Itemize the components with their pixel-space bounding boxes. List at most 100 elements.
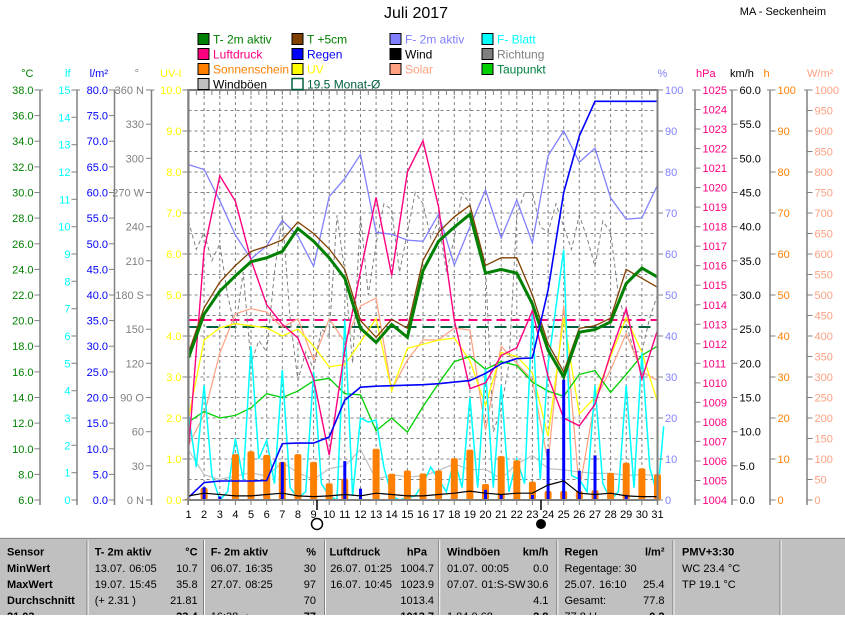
svg-text:1008: 1008 <box>703 417 727 429</box>
svg-text:23.4: 23.4 <box>176 611 198 615</box>
svg-text:1016: 1016 <box>703 261 727 273</box>
svg-text:16:10: 16:10 <box>599 579 627 591</box>
svg-text:18: 18 <box>448 509 460 521</box>
svg-text:750: 750 <box>815 188 833 200</box>
svg-text:km/h: km/h <box>523 547 549 559</box>
svg-text:0: 0 <box>778 495 784 507</box>
svg-text:1017: 1017 <box>703 241 727 253</box>
svg-text:UV: UV <box>307 63 324 77</box>
svg-text:3: 3 <box>217 509 223 521</box>
svg-text:80: 80 <box>665 167 677 179</box>
svg-text:19: 19 <box>464 509 476 521</box>
svg-text:10.0: 10.0 <box>12 444 33 456</box>
svg-text:14.0: 14.0 <box>12 393 33 405</box>
svg-text:06.07.: 06.07. <box>211 563 242 575</box>
svg-text:1: 1 <box>64 468 70 480</box>
svg-text:TP 19.1 °C: TP 19.1 °C <box>682 579 736 591</box>
svg-text:30.0: 30.0 <box>87 341 108 353</box>
svg-text:Luftdruck: Luftdruck <box>330 547 382 559</box>
svg-text:7: 7 <box>279 509 285 521</box>
svg-text:60: 60 <box>778 249 790 261</box>
svg-text:31: 31 <box>651 509 663 521</box>
svg-text:77.8 U.: 77.8 U. <box>565 611 600 615</box>
svg-text:1025: 1025 <box>703 85 727 97</box>
svg-text:1019: 1019 <box>703 202 727 214</box>
svg-text:1014: 1014 <box>703 300 727 312</box>
svg-text:32.0: 32.0 <box>12 162 33 174</box>
svg-text:30: 30 <box>665 372 677 384</box>
svg-text:Windböen: Windböen <box>213 78 267 92</box>
svg-text:50: 50 <box>815 475 827 487</box>
svg-text:1000: 1000 <box>815 85 839 97</box>
svg-text:1013: 1013 <box>703 319 727 331</box>
svg-text:Taupunkt: Taupunkt <box>497 63 546 77</box>
svg-text:7: 7 <box>64 304 70 316</box>
svg-text:20.0: 20.0 <box>740 358 761 370</box>
svg-text:70: 70 <box>304 595 316 607</box>
svg-text:0.0: 0.0 <box>93 495 108 507</box>
svg-text:25.0: 25.0 <box>740 324 761 336</box>
svg-text:0.0: 0.0 <box>740 495 755 507</box>
svg-text:1.0: 1.0 <box>166 454 181 466</box>
svg-text:W/m²: W/m² <box>807 68 834 80</box>
svg-text:15: 15 <box>401 509 413 521</box>
svg-text:550: 550 <box>815 270 833 282</box>
svg-text:60: 60 <box>132 427 144 439</box>
svg-text:300: 300 <box>815 372 833 384</box>
svg-text:77: 77 <box>304 611 316 615</box>
svg-text:11: 11 <box>339 509 350 521</box>
svg-text:4.0: 4.0 <box>166 331 181 343</box>
svg-text:5.0: 5.0 <box>166 290 181 302</box>
svg-text:14: 14 <box>58 112 70 124</box>
svg-text:14: 14 <box>386 509 398 521</box>
svg-text:1023: 1023 <box>703 124 727 136</box>
svg-text:01:25: 01:25 <box>365 563 393 575</box>
svg-text:400: 400 <box>815 331 833 343</box>
svg-text:WC 23.4 °C: WC 23.4 °C <box>682 563 740 575</box>
svg-text:20: 20 <box>479 509 491 521</box>
svg-text:40.0: 40.0 <box>87 290 108 302</box>
svg-text:T- 2m aktiv: T- 2m aktiv <box>95 547 153 559</box>
svg-text:250: 250 <box>815 393 833 405</box>
svg-text:45.0: 45.0 <box>740 188 761 200</box>
svg-text:5: 5 <box>64 358 70 370</box>
svg-text:8.0: 8.0 <box>18 469 33 481</box>
svg-text:UV-I: UV-I <box>160 68 181 80</box>
svg-text:10: 10 <box>778 454 790 466</box>
svg-text:1004: 1004 <box>703 495 727 507</box>
svg-text:15.0: 15.0 <box>87 418 108 430</box>
svg-text:21.81: 21.81 <box>170 595 198 607</box>
svg-text:1021: 1021 <box>703 163 727 175</box>
svg-text:18.0: 18.0 <box>12 341 33 353</box>
svg-text:13.07.: 13.07. <box>95 563 126 575</box>
svg-text:5.0: 5.0 <box>740 461 755 473</box>
svg-text:21: 21 <box>495 509 507 521</box>
svg-text:50.0: 50.0 <box>87 239 108 251</box>
svg-text:1009: 1009 <box>703 397 727 409</box>
svg-text:13: 13 <box>370 509 382 521</box>
svg-text:Regen: Regen <box>307 48 342 62</box>
svg-text:10:45: 10:45 <box>365 579 393 591</box>
svg-text:50: 50 <box>778 290 790 302</box>
svg-text:00:05: 00:05 <box>482 563 510 575</box>
svg-text:150: 150 <box>815 434 833 446</box>
svg-text:6: 6 <box>64 331 70 343</box>
svg-text:km/h: km/h <box>730 68 754 80</box>
svg-text:90 O: 90 O <box>120 393 144 405</box>
svg-text:27: 27 <box>589 509 601 521</box>
svg-text:Luftdruck: Luftdruck <box>213 48 263 62</box>
svg-text:11: 11 <box>59 194 70 206</box>
svg-text:Juli 2017: Juli 2017 <box>384 5 448 22</box>
svg-text:24.0: 24.0 <box>12 264 33 276</box>
svg-text:8: 8 <box>295 509 301 521</box>
svg-text:24: 24 <box>542 509 554 521</box>
svg-text:20.0: 20.0 <box>87 393 108 405</box>
svg-text:l/m²: l/m² <box>90 68 109 80</box>
svg-text:F- 2m aktiv: F- 2m aktiv <box>405 33 464 47</box>
svg-text:3.0: 3.0 <box>166 372 181 384</box>
svg-text:2.0: 2.0 <box>166 413 181 425</box>
svg-text:10: 10 <box>665 454 677 466</box>
svg-text:1010: 1010 <box>703 378 727 390</box>
svg-text:Wind: Wind <box>405 48 432 62</box>
svg-text:1004.7: 1004.7 <box>400 563 434 575</box>
